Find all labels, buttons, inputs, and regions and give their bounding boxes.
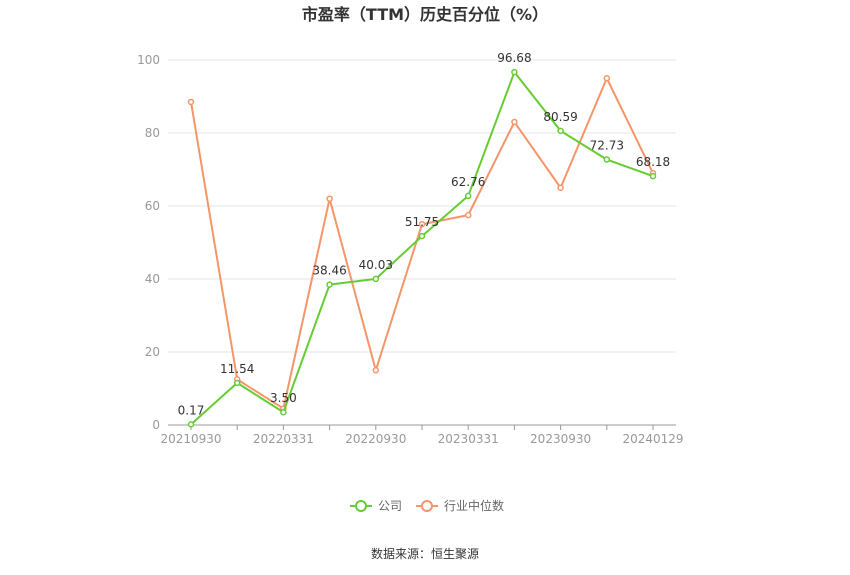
data-label: 0.17 [178,403,205,417]
data-point [557,127,564,135]
data-point [603,75,611,82]
data-point [603,156,611,163]
legend-label: 行业中位数 [444,498,504,513]
data-point [187,421,195,428]
x-tick-label: 20230930 [530,432,591,446]
x-tick-label: 20230331 [438,432,499,446]
data-point [464,211,472,219]
data-point [464,192,472,200]
data-point [233,379,241,387]
axes: 0 20 40 60 80 100 20210930 20220331 20220930 2023… [137,53,683,446]
data-point [418,232,426,240]
legend-marker [421,500,433,512]
y-tick-label: 100 [137,53,160,67]
legend-item-company[interactable]: 公司 [350,499,402,513]
y-tick-label: 40 [145,272,160,286]
x-tick-label: 20210930 [160,432,221,446]
y-tick-label: 20 [145,345,160,359]
data-point [372,367,380,374]
data-point [326,195,333,202]
data-label: 11.54 [220,362,254,376]
x-tick-label: 20220331 [253,432,314,446]
y-tick-label: 60 [145,199,160,213]
legend-label: 公司 [378,499,402,513]
data-point [280,408,287,416]
data-point [511,118,518,126]
legend[interactable]: 公司 行业中位数 [350,498,504,513]
data-label: 62.76 [451,175,485,189]
y-tick-label: 80 [145,126,160,140]
data-point [649,172,657,180]
x-tick-label: 20220930 [345,432,406,446]
chart-title: 市盈率（TTM）历史百分位（%） [302,5,548,24]
data-labels: 0.17 11.54 3.50 38.46 40.03 51.75 62.76 96.68 80… [178,51,671,417]
data-label: 3.50 [270,391,297,405]
data-point [326,281,333,288]
source-note: 数据来源：恒生聚源 [371,546,479,561]
y-tick-label: 0 [152,418,160,432]
legend-marker [355,500,367,512]
data-point [511,68,518,76]
x-tick-label: 20240129 [622,432,683,446]
data-label: 38.46 [312,264,346,278]
data-label: 51.75 [405,215,439,229]
data-point [372,275,380,283]
grid [168,59,676,353]
data-point [557,184,564,191]
data-label: 72.73 [590,139,624,153]
series-line-company [190,71,654,426]
data-point [187,98,195,106]
data-label: 68.18 [636,155,670,169]
data-label: 96.68 [497,51,531,65]
data-point [418,221,426,228]
series-line-industry [190,77,654,410]
data-label: 80.59 [543,110,577,124]
data-label: 40.03 [359,258,393,272]
series [187,68,657,428]
legend-item-industry[interactable]: 行业中位数 [416,498,504,513]
